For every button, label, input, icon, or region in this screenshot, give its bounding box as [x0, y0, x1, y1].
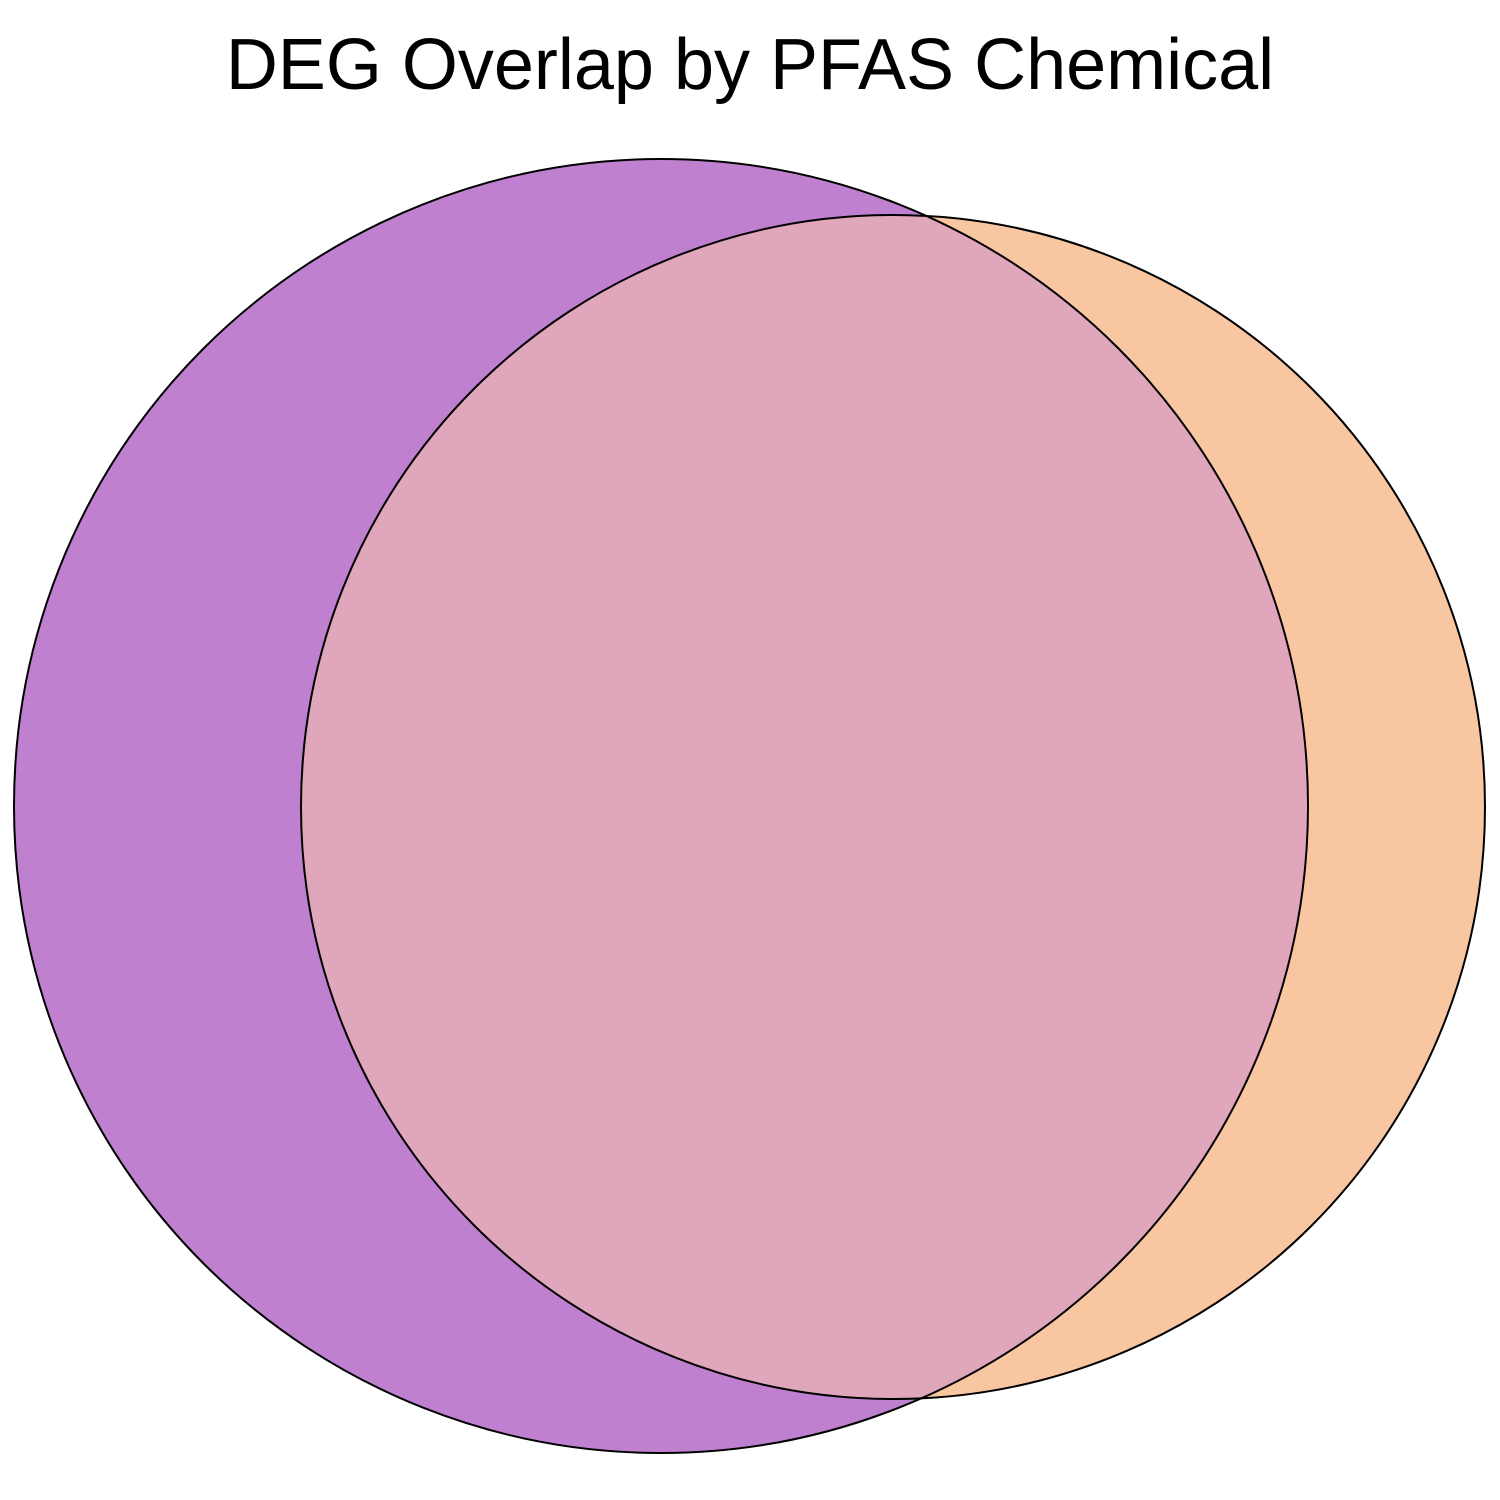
chart-title: DEG Overlap by PFAS Chemical — [225, 25, 1275, 105]
venn-circle-a-outline — [13, 158, 1309, 1454]
venn-overlap-region — [301, 215, 1308, 1399]
venn-circle-b-outline — [300, 214, 1486, 1400]
